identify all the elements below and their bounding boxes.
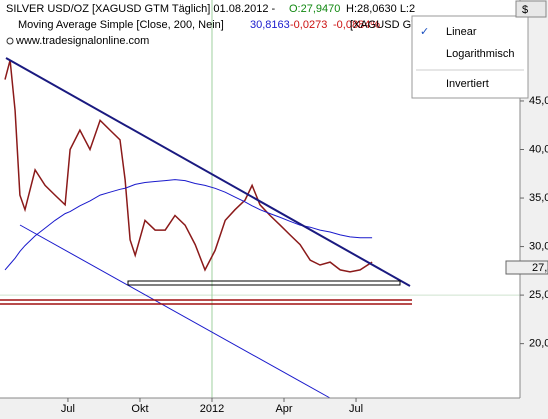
price-tag: 27,3	[532, 262, 548, 274]
series-line	[4, 60, 373, 273]
axes: 20,00 25,00 30,00 35,00 40,00 45,00 Jul Okt 2012…	[61, 95, 548, 415]
x-tick-label: Apr	[275, 403, 292, 415]
context-menu: ✓ Linear Logarithmisch Invertiert $	[411, 0, 547, 99]
menu-panel	[411, 15, 529, 99]
y-tick-label: 30,00	[529, 240, 548, 252]
header-study: Moving Average Simple [Close, 200, Nein]	[18, 19, 224, 31]
header-site: www.tradesignalonline.com	[15, 35, 149, 47]
menu-item[interactable]: Logarithmisch	[446, 48, 514, 60]
plot	[0, 0, 520, 398]
header-ma-value: 30,8163	[250, 19, 290, 31]
trend-line	[5, 57, 411, 287]
channel-line	[19, 224, 331, 399]
x-tick-label: Jul	[61, 403, 75, 415]
x-tick-label: Okt	[131, 403, 148, 415]
y-tick-label: 40,00	[529, 143, 548, 155]
header-pct: -0,0884%	[333, 19, 380, 31]
header-symbol: SILVER USD/OZ [XAGUSD GTM Täglich] 01.08…	[6, 3, 276, 15]
x-axis-strip	[0, 398, 548, 419]
site-icon	[6, 37, 14, 45]
x-tick-label: Jul	[349, 403, 363, 415]
y-tick-label: 20,00	[529, 338, 548, 350]
y-tick-label: 35,00	[529, 192, 548, 204]
price-tag-box	[505, 260, 548, 275]
x-tick-label: 2012	[200, 403, 224, 415]
y-tick-label: 25,00	[529, 289, 548, 301]
menu-button[interactable]	[515, 0, 547, 18]
menu-item[interactable]: Linear	[446, 26, 477, 38]
header-rest: H:28,0630 L:2	[346, 3, 415, 15]
header-change: -0,0273	[290, 19, 327, 31]
menu-check: ✓	[420, 26, 429, 38]
y-tick-label: 45,00	[529, 95, 548, 107]
header-tail: [XAGUSD GT	[350, 19, 418, 31]
menu-button-label: $	[522, 4, 528, 16]
header-open: O:27,9470	[289, 3, 340, 15]
menu-item[interactable]: Invertiert	[446, 78, 489, 90]
support-box	[127, 280, 401, 286]
